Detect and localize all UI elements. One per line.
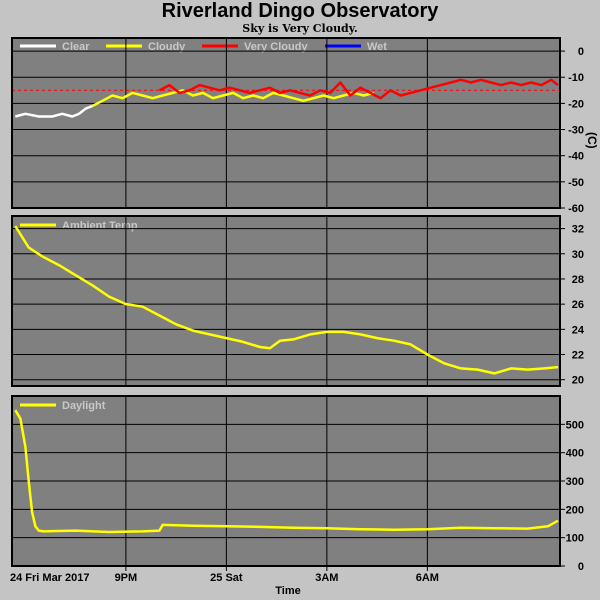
chart-marks: 0 -10 -20 -30 -40 -50 -60 32 30 28 26 24 22 20 500 400 3… xyxy=(11,37,585,584)
sky-series-very-cloudy xyxy=(158,78,559,100)
x-tick-label-1: 25 Sat xyxy=(210,572,243,584)
daylight-ytick-label-5: 0 xyxy=(578,561,584,573)
chart-subtitle: Sky is Very Cloudy. xyxy=(242,22,358,35)
daylight-ytick-label-0: 500 xyxy=(566,419,584,431)
legend-label-wet: Wet xyxy=(367,41,387,53)
sky-ytick-label-6: -60 xyxy=(568,203,584,215)
daylight-ytick-label-2: 300 xyxy=(566,476,584,488)
ambient-ytick-label-1: 30 xyxy=(572,249,584,261)
legend-label-very-cloudy: Very Cloudy xyxy=(244,41,308,53)
daylight-border xyxy=(11,395,561,567)
ambient-ytick-label-6: 20 xyxy=(572,375,584,387)
x-axis-title: Time xyxy=(275,585,300,597)
ambient-ytick-label-5: 22 xyxy=(572,350,584,362)
legend-label-ambient-temp: Ambient Temp xyxy=(62,220,138,232)
x-tick-label-0: 9PM xyxy=(115,572,138,584)
sky-legend: Clear Cloudy Very Cloudy Wet xyxy=(20,41,387,53)
daylight-legend: Daylight xyxy=(20,400,106,412)
sky-ytick-label-4: -40 xyxy=(568,151,584,163)
legend-label-cloudy: Cloudy xyxy=(148,41,186,53)
x-tick-label-3: 6AM xyxy=(416,572,439,584)
legend-label-clear: Clear xyxy=(62,41,90,53)
sky-ytick-label-1: -10 xyxy=(568,72,584,84)
ambient-panel: Ambient Temp xyxy=(11,215,561,387)
sky-ytick-label-0: 0 xyxy=(578,46,584,58)
daylight-ytick-label-1: 400 xyxy=(566,448,584,460)
sky-series-clear xyxy=(14,104,93,118)
x-tick-label-2: 3AM xyxy=(315,572,338,584)
sky-ytick-label-5: -50 xyxy=(568,177,584,189)
ambient-ytick-label-4: 24 xyxy=(572,324,585,336)
x-start-label: 24 Fri Mar 2017 xyxy=(10,572,90,584)
daylight-ytick-label-4: 100 xyxy=(566,533,584,545)
sky-ytick-label-3: -30 xyxy=(568,125,584,137)
ambient-plot-area xyxy=(11,215,561,387)
sky-plot-area xyxy=(11,37,561,209)
sky-series-cloudy xyxy=(91,89,375,108)
ambient-ytick-label-3: 26 xyxy=(572,299,584,311)
sky-border xyxy=(11,37,561,209)
daylight-ytick-label-3: 200 xyxy=(566,504,584,516)
ambient-ytick-label-2: 28 xyxy=(572,274,584,286)
ambient-ytick-label-0: 32 xyxy=(572,224,584,236)
ambient-series-ambient-temp xyxy=(14,225,559,375)
daylight-series-daylight xyxy=(14,409,559,534)
chart-title: Riverland Dingo Observatory xyxy=(161,0,439,22)
ambient-border xyxy=(11,215,561,387)
sky-unit-label: (C) xyxy=(585,132,599,149)
sky-ytick-label-2: -20 xyxy=(568,98,584,110)
legend-label-daylight: Daylight xyxy=(62,400,106,412)
sky-panel: Clear Cloudy Very Cloudy Wet (C) xyxy=(11,37,599,209)
